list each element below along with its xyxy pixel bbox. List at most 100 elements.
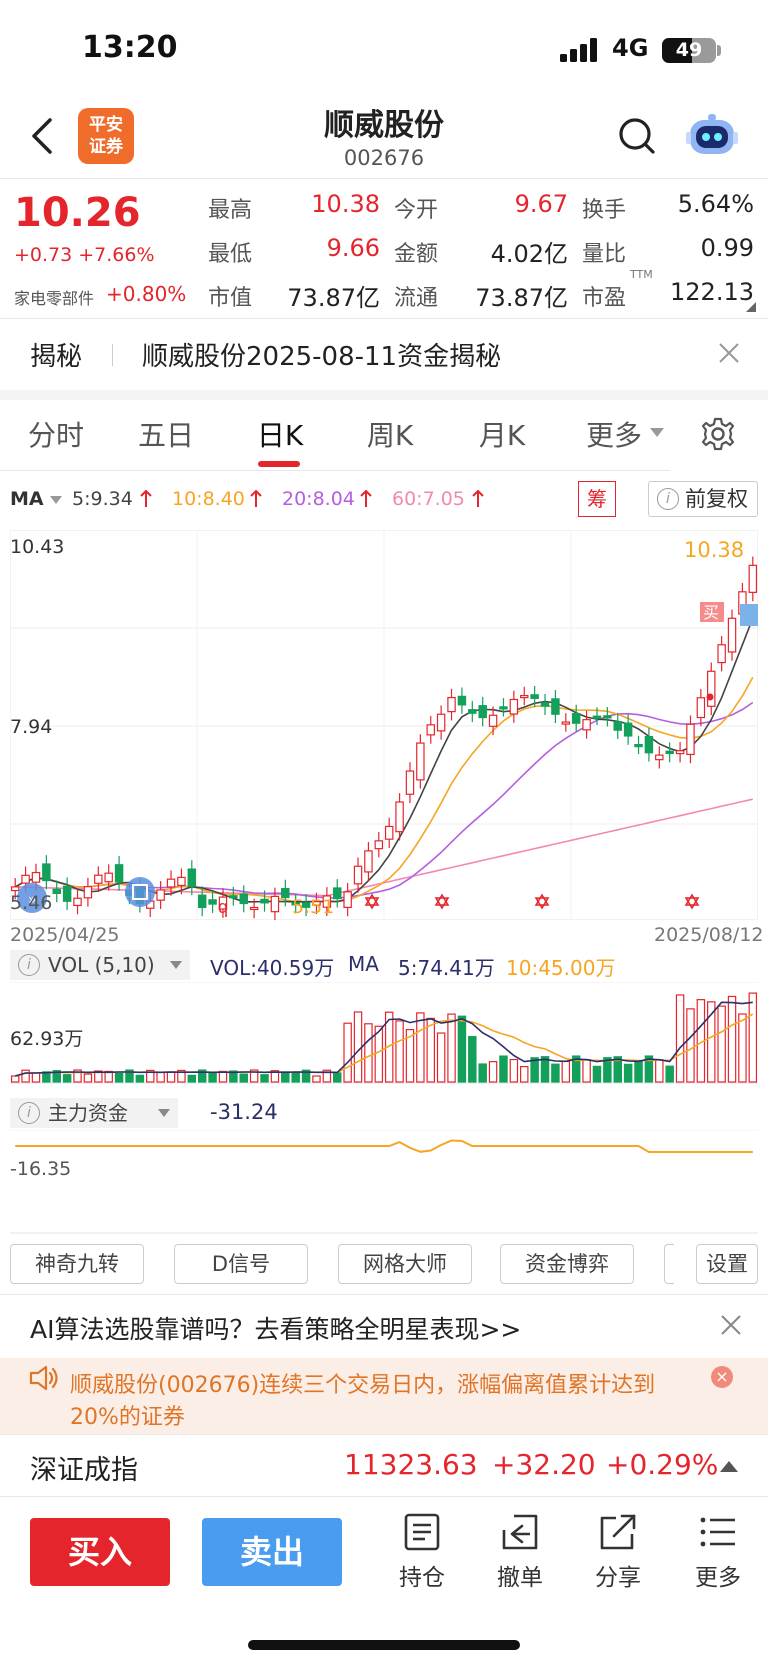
reveal-link[interactable]: 顺威股份2025-08-11资金揭秘 <box>142 342 502 372</box>
tab-intraday[interactable]: 分时 <box>27 419 84 452</box>
volume-bar <box>312 1075 321 1083</box>
kline-high-marker: 10.38 <box>684 538 745 562</box>
info-icon: i <box>18 1102 40 1124</box>
candle <box>374 840 384 850</box>
tool-grid-master-button[interactable]: 网格大师 <box>338 1244 472 1284</box>
alert-text[interactable]: 顺威股份(002676)连续三个交易日内，涨幅偏离值累计达到20%的证券 <box>70 1373 656 1430</box>
volume-bar <box>499 1055 508 1083</box>
volume-chart[interactable] <box>10 982 758 1084</box>
kline-y-mid: 7.94 <box>10 716 53 738</box>
candle <box>218 896 228 910</box>
quote-value-float-cap: 73.87亿 <box>475 284 568 312</box>
volume-bar <box>405 1028 415 1083</box>
expand-corner-icon[interactable] <box>746 302 756 312</box>
tool-more-button[interactable] <box>664 1244 674 1284</box>
tab-monthly-k[interactable]: 月K <box>478 419 526 452</box>
volume-bar <box>384 1011 394 1083</box>
search-icon[interactable] <box>616 116 656 156</box>
holdings-button[interactable]: 持仓 <box>382 1512 462 1592</box>
candle <box>187 868 197 887</box>
volume-bar <box>333 1072 342 1083</box>
tool-nine-turn-button[interactable]: 神奇九转 <box>10 1244 144 1284</box>
candle <box>291 902 300 906</box>
kline-chart[interactable]: q 买 » <box>10 530 758 920</box>
candle <box>333 887 342 900</box>
tool-d-signal-button[interactable]: D信号 <box>174 1244 308 1284</box>
float-nav-icon[interactable] <box>17 883 47 913</box>
tool-capital-game-button[interactable]: 资金博弈 <box>500 1244 634 1284</box>
speaker-icon <box>29 1365 58 1391</box>
close-alert-icon[interactable]: × <box>711 1366 733 1388</box>
candle <box>384 825 394 840</box>
index-name[interactable]: 深证成指 <box>30 1455 138 1486</box>
chart-settings-gear-icon[interactable] <box>700 416 736 452</box>
candle <box>229 895 238 899</box>
volume-bar <box>395 1020 404 1083</box>
candle <box>166 878 176 888</box>
tool-settings-button[interactable]: 设置 <box>696 1244 758 1284</box>
ma20-up-arrow-icon <box>360 490 372 507</box>
volume-bar <box>125 1069 134 1083</box>
index-expand-icon[interactable] <box>720 1460 738 1473</box>
capital-chart[interactable] <box>10 1130 758 1234</box>
candle <box>707 670 716 707</box>
kline-end-date: 2025/08/12 <box>654 924 764 946</box>
ma5-up-arrow-icon <box>140 490 152 507</box>
ai-strategy-banner[interactable]: AI算法选股靠谱吗？去看策略全明星表现>> <box>30 1315 522 1344</box>
candle <box>301 902 311 908</box>
close-reveal-icon[interactable] <box>718 342 740 364</box>
quote-label-volume-ratio: 量比 <box>582 242 627 267</box>
cancel-order-button[interactable]: 撤单 <box>480 1512 560 1592</box>
share-button[interactable]: 分享 <box>578 1512 658 1592</box>
volume-bar <box>177 1069 186 1083</box>
tab-more[interactable]: 更多 <box>585 419 642 452</box>
alert-banner <box>0 1358 768 1434</box>
reveal-label: 揭秘 <box>30 342 83 372</box>
price-adjust-button[interactable]: i 前复权 <box>648 481 758 517</box>
sell-button[interactable]: 卖出 <box>202 1518 342 1586</box>
volume-indicator-selector[interactable]: i VOL (5,10) <box>10 950 190 980</box>
volume-bar <box>644 1055 654 1083</box>
volume-bar <box>146 1069 155 1083</box>
tab-five-day[interactable]: 五日 <box>137 419 194 452</box>
sell-marker-badge <box>740 604 758 626</box>
candle <box>748 564 758 593</box>
signal-marker <box>684 897 700 910</box>
float-nav-icon[interactable] <box>125 877 155 907</box>
quote-value-low: 9.66 <box>326 234 380 262</box>
sector-name[interactable]: 家电零部件 <box>14 289 95 308</box>
buy-button[interactable]: 买入 <box>30 1518 170 1586</box>
candle <box>686 723 695 756</box>
close-ai-banner-icon[interactable] <box>720 1314 742 1336</box>
ma-label[interactable]: MA <box>10 488 44 510</box>
volume-bar <box>249 1069 259 1083</box>
capital-indicator-selector[interactable]: i 主力资金 <box>10 1098 178 1128</box>
candle <box>21 874 30 884</box>
signal-marker <box>534 897 550 910</box>
candle <box>405 770 415 795</box>
tab-weekly-k[interactable]: 周K <box>366 419 414 452</box>
ai-assistant-icon[interactable] <box>686 112 738 160</box>
broker-logo: 平安 证券 <box>78 108 134 164</box>
candle <box>551 698 560 715</box>
battery-icon: 49 <box>662 38 716 63</box>
volume-bar <box>488 1061 498 1083</box>
ma-dropdown-icon[interactable] <box>50 496 62 505</box>
candle <box>644 736 654 754</box>
more-label: 更多 <box>695 1565 741 1591</box>
broker-logo-text: 平安 证券 <box>89 115 123 157</box>
back-icon[interactable] <box>28 116 60 156</box>
quote-label-pe: 市盈 <box>582 286 627 311</box>
quote-label-amount: 金额 <box>394 242 439 267</box>
candle <box>353 865 363 885</box>
volume-indicator-label: VOL (5,10) <box>48 953 155 977</box>
nine-turn-marker: q <box>218 897 228 917</box>
tab-daily-k[interactable]: 日K <box>256 419 304 452</box>
more-button[interactable]: 更多 <box>678 1512 758 1592</box>
ma20-value: 20:8.04 <box>282 488 355 510</box>
candle <box>478 705 487 719</box>
chip-distribution-button[interactable]: 筹 <box>578 481 616 517</box>
candle <box>582 719 591 731</box>
volume-bar <box>83 1073 93 1083</box>
capital-indicator-label: 主力资金 <box>48 1101 128 1125</box>
